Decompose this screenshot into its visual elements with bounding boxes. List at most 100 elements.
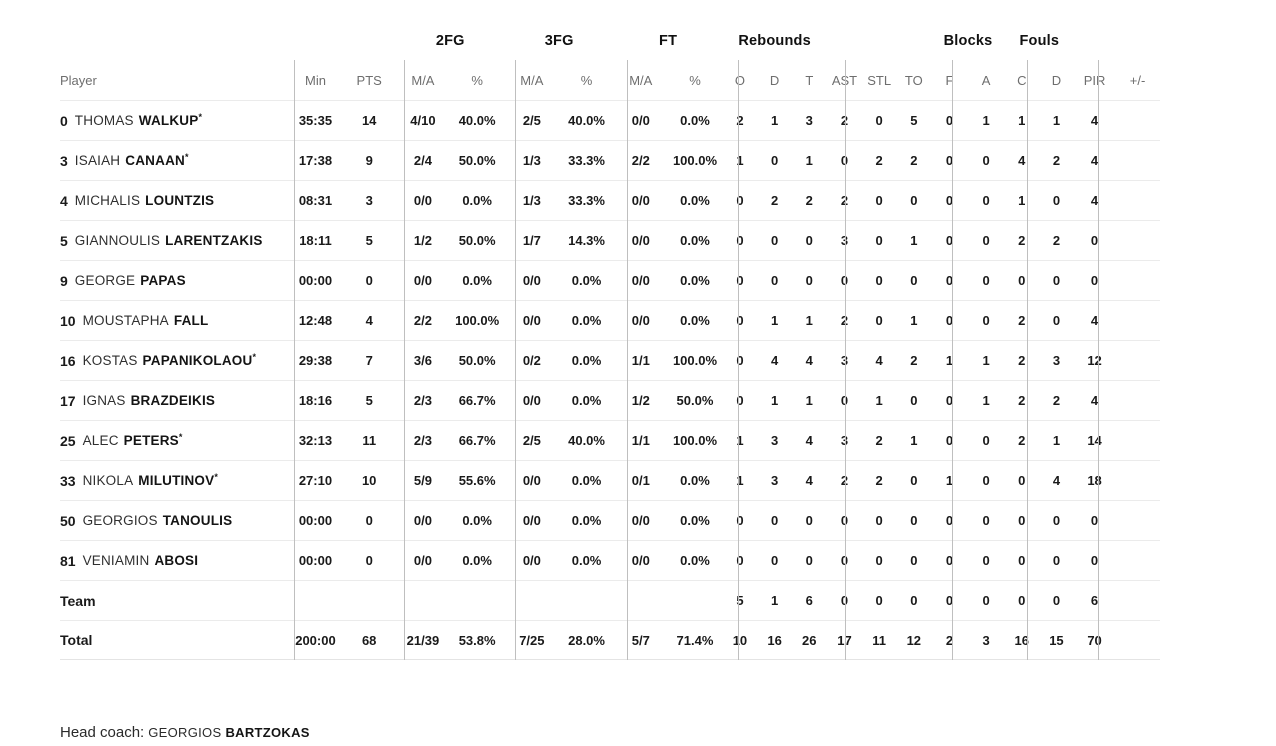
cell-ast: 17: [827, 621, 862, 659]
cell-to: 1: [910, 313, 918, 328]
table-row: 4 MICHALIS LOUNTZIS 08:31 3 0/0 0.0% 1/3 33.3% 0/…: [60, 180, 1160, 220]
cell-stl: 0: [875, 233, 883, 248]
player-last-name: PETERS: [123, 433, 179, 448]
cell-pir: 14: [1087, 433, 1102, 448]
cell-ft-ma: 1/2: [631, 393, 650, 408]
cell-plus-minus: [1115, 101, 1160, 140]
column-divider: [738, 60, 739, 660]
cell-pts: 9: [365, 153, 373, 168]
cell-pir: 70: [1087, 632, 1102, 648]
cell-reb-t: 2: [805, 193, 813, 208]
cell-plus-minus: [1115, 181, 1160, 220]
cell-reb-t: 0: [805, 553, 813, 568]
cell-foul-d: 1: [1052, 433, 1061, 448]
player-last-name: LOUNTZIS: [145, 193, 215, 208]
cell-fg3-ma: 7/25: [519, 632, 545, 648]
cell-fg3-pct: 0.0%: [571, 273, 602, 288]
table-row: 9 GEORGE PAPAS 00:00 0 0/0 0.0% 0/0 0.0% 0/0 0.0% 0…: [60, 260, 1160, 300]
cell-ft-pct: 0.0%: [680, 313, 710, 328]
cell-foul-c: 1: [1018, 193, 1026, 208]
cell-reb-t: 26: [802, 632, 817, 648]
cell-blk-f: 0: [945, 513, 954, 528]
cell-reb-d: 1: [770, 393, 779, 408]
cell-reb-o: 0: [736, 513, 744, 528]
cell-blk-f: 0: [945, 393, 954, 408]
cell-plus-minus: [1115, 341, 1160, 380]
cell-reb-t: 0: [805, 513, 813, 528]
cell-reb-t: 1: [805, 153, 813, 168]
cell-ft-ma: 5/7: [631, 632, 650, 648]
cell-reb-o: 0: [736, 313, 744, 328]
player-first-name: ALEC: [82, 433, 119, 448]
col-header-fg2-pct: %: [471, 72, 483, 88]
cell-fg2-pct: 0.0%: [462, 513, 492, 528]
cell-pts: 7: [365, 353, 373, 368]
head-coach-label: Head coach:: [60, 724, 145, 741]
cell-min: 200:00: [295, 632, 336, 648]
cell-reb-t: 1: [805, 393, 813, 408]
cell-reb-d: 2: [770, 193, 779, 208]
player-last-name: FALL: [173, 313, 209, 328]
cell-ft-ma: 0/0: [631, 553, 650, 568]
jersey-number: 33: [60, 472, 76, 489]
jersey-number: 50: [60, 512, 76, 529]
cell-foul-d: 4: [1052, 473, 1061, 488]
player-last-name: PAPAS: [140, 273, 186, 288]
cell-ft-pct: [668, 581, 723, 620]
cell-fg3-ma: 0/0: [522, 313, 541, 328]
player-first-name: MOUSTAPHA: [82, 313, 169, 328]
cell-ft-ma: 0/0: [631, 273, 650, 288]
cell-reb-d: 4: [770, 353, 779, 368]
player-cell: Total: [60, 621, 289, 659]
column-divider: [845, 60, 846, 660]
cell-foul-c: 1: [1018, 113, 1026, 128]
jersey-number: 16: [60, 352, 76, 369]
cell-reb-t: 4: [805, 473, 813, 488]
cell-blk-f: 1: [945, 473, 954, 488]
cell-ft-pct: 0.0%: [680, 473, 710, 488]
cell-reb-o: 1: [736, 473, 744, 488]
player-first-name: THOMAS: [74, 113, 134, 128]
cell-plus-minus: [1115, 501, 1160, 540]
cell-fg3-ma: 2/5: [522, 113, 541, 128]
cell-blk-a: 1: [982, 353, 990, 368]
cell-foul-d: 0: [1052, 513, 1061, 528]
cell-ft-pct: 50.0%: [676, 393, 714, 408]
cell-plus-minus: [1115, 541, 1160, 580]
player-first-name: MICHALIS: [74, 193, 141, 208]
cell-ft-ma: 0/0: [631, 313, 650, 328]
cell-pts: 3: [365, 193, 373, 208]
cell-ft-ma: [614, 581, 668, 620]
cell-foul-c: 2: [1018, 353, 1026, 368]
cell-min: 08:31: [298, 193, 333, 208]
cell-fg2-pct: 0.0%: [462, 273, 492, 288]
cell-fg3-ma: 1/3: [522, 193, 541, 208]
cell-plus-minus: [1115, 621, 1160, 659]
jersey-number: 3: [60, 152, 68, 169]
cell-pts: 0: [365, 273, 373, 288]
cell-foul-d: 2: [1052, 393, 1061, 408]
cell-ast: 3: [827, 421, 862, 460]
cell-fg2-ma: 0/0: [413, 553, 432, 568]
cell-to: 0: [910, 553, 918, 568]
player-last-name: BRAZDEIKIS: [130, 393, 216, 408]
cell-blk-a: 0: [982, 153, 990, 168]
total-row: Total 200:00 68 21/39 53.8% 7/25 28.0% 5/7 71.4%…: [60, 620, 1160, 660]
cell-ft-pct: 100.0%: [672, 433, 718, 448]
cell-fg3-ma: 1/7: [522, 233, 541, 248]
cell-fg2-ma: 1/2: [413, 233, 432, 248]
cell-ast: 2: [827, 181, 862, 220]
cell-fg2-pct: 53.8%: [458, 632, 496, 648]
cell-plus-minus: [1115, 381, 1160, 420]
cell-stl: 0: [875, 313, 883, 328]
row-label: Total: [60, 632, 93, 648]
cell-blk-f: 2: [945, 632, 954, 648]
player-cell: 33 NIKOLA MILUTINOV *: [60, 461, 289, 500]
cell-blk-a: 1: [982, 113, 990, 128]
cell-blk-a: 0: [982, 193, 990, 208]
cell-plus-minus: [1115, 221, 1160, 260]
cell-foul-d: 0: [1052, 553, 1061, 568]
cell-pts: 4: [365, 313, 373, 328]
cell-min: 18:11: [299, 233, 332, 248]
cell-reb-o: 0: [736, 393, 744, 408]
